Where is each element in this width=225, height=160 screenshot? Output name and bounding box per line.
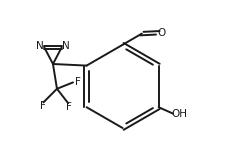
Text: F: F [74, 77, 80, 87]
Text: OH: OH [170, 109, 186, 119]
Text: F: F [40, 101, 46, 111]
Text: N: N [36, 41, 43, 51]
Text: F: F [65, 102, 71, 112]
Text: N: N [62, 41, 70, 51]
Text: O: O [157, 28, 165, 38]
